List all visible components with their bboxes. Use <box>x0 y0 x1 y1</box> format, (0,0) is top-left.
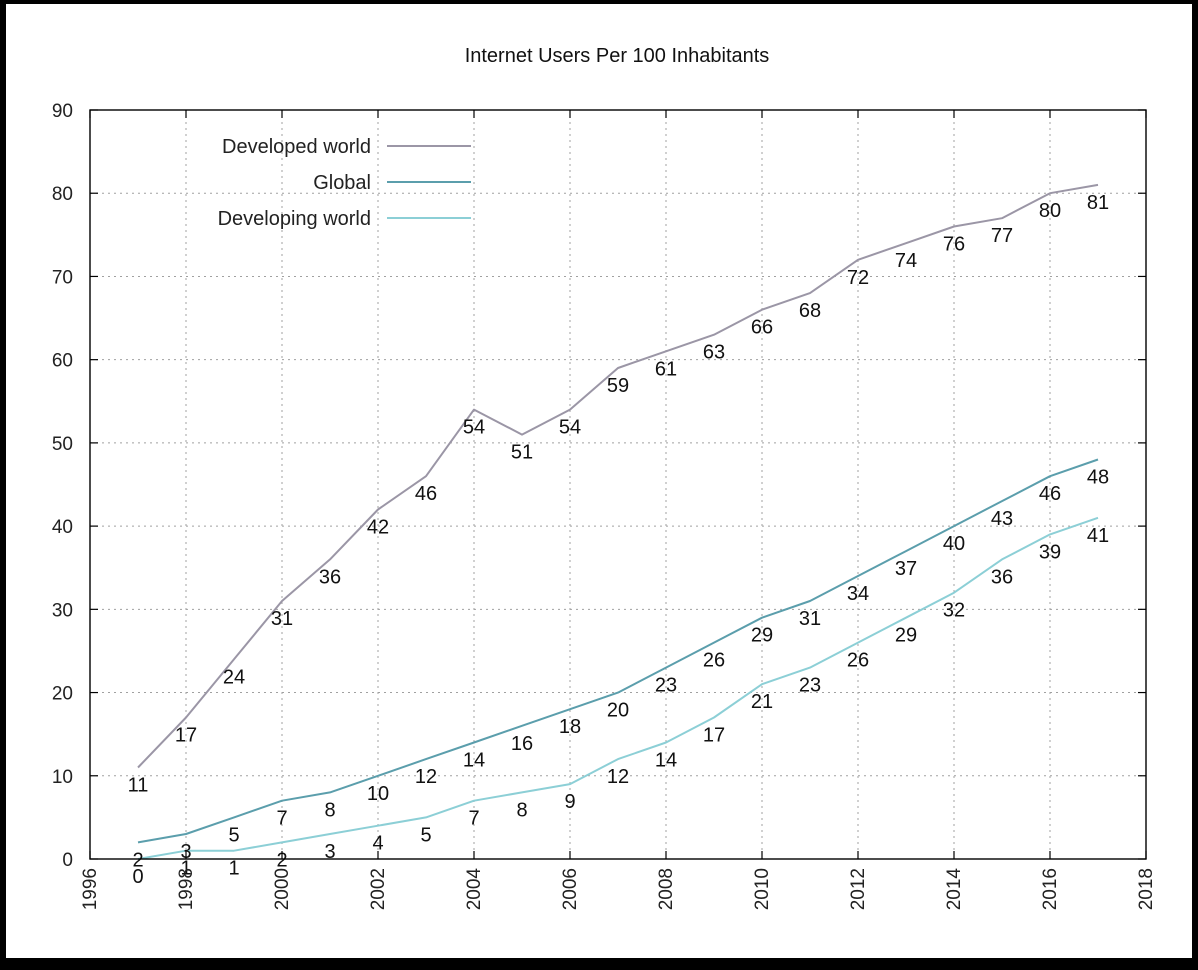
data-label: 81 <box>1087 192 1109 214</box>
series-lines <box>137 183 1099 860</box>
data-label: 54 <box>559 417 581 439</box>
data-label: 31 <box>271 608 293 630</box>
data-label: 24 <box>223 666 245 688</box>
x-tick-label: 2000 <box>272 868 293 910</box>
plot-area-border <box>89 109 1147 860</box>
data-label: 7 <box>276 808 287 830</box>
data-label: 17 <box>175 725 197 747</box>
data-label: 37 <box>895 558 917 580</box>
data-label: 48 <box>1087 467 1109 489</box>
data-label: 10 <box>367 783 389 805</box>
legend-label: Developing world <box>218 208 371 230</box>
x-tick-label: 1996 <box>80 868 101 910</box>
data-label: 77 <box>991 225 1013 247</box>
data-label: 2 <box>276 849 287 871</box>
data-label: 41 <box>1087 525 1109 547</box>
x-tick-label: 2002 <box>368 868 389 910</box>
data-label: 26 <box>847 650 869 672</box>
x-tick-label: 2016 <box>1040 868 1061 910</box>
series-line-2 <box>137 516 1099 860</box>
data-label: 3 <box>324 841 335 863</box>
axes: 1996 1998 2000 2002 2004 2006 2008 2010 2012 2014… <box>52 101 1157 910</box>
data-label: 80 <box>1039 200 1061 222</box>
y-tick-label: 50 <box>52 434 73 455</box>
y-tick-label: 90 <box>52 101 73 122</box>
y-tick-label: 80 <box>52 184 73 205</box>
data-label: 36 <box>319 566 341 588</box>
data-label: 18 <box>559 716 581 738</box>
data-label: 54 <box>463 417 485 439</box>
y-tick-label: 20 <box>52 684 73 705</box>
data-label: 16 <box>511 733 533 755</box>
data-label: 29 <box>895 625 917 647</box>
legend-label: Developed world <box>222 136 371 158</box>
data-label: 12 <box>607 766 629 788</box>
data-label: 1 <box>228 858 239 880</box>
data-label: 76 <box>943 234 965 256</box>
data-label: 14 <box>655 749 677 771</box>
data-label: 4 <box>372 833 383 855</box>
data-label: 7 <box>468 808 479 830</box>
series-line-0 <box>137 183 1099 769</box>
data-label: 66 <box>751 317 773 339</box>
chart-background <box>6 4 1192 958</box>
data-label: 46 <box>415 483 437 505</box>
data-label: 29 <box>751 625 773 647</box>
data-label: 43 <box>991 508 1013 530</box>
chart-title: Internet Users Per 100 Inhabitants <box>465 45 770 67</box>
data-label: 39 <box>1039 541 1061 563</box>
data-label: 2 <box>132 849 143 871</box>
y-tick-label: 70 <box>52 267 73 288</box>
data-label: 26 <box>703 650 725 672</box>
data-label: 46 <box>1039 483 1061 505</box>
data-label: 8 <box>516 799 527 821</box>
data-label: 11 <box>128 774 149 796</box>
data-label: 51 <box>511 442 533 464</box>
y-tick-label: 0 <box>62 850 73 871</box>
data-label: 12 <box>415 766 437 788</box>
y-tick-label: 30 <box>52 600 73 621</box>
data-label: 8 <box>324 799 335 821</box>
legend-label: Global <box>313 172 371 194</box>
data-label: 74 <box>895 250 917 272</box>
data-label: 36 <box>991 566 1013 588</box>
data-label: 23 <box>655 675 677 697</box>
data-label: 40 <box>943 533 965 555</box>
y-tick-label: 40 <box>52 517 73 538</box>
data-label: 21 <box>751 691 773 713</box>
legend: Developed world Global Developing world <box>218 136 471 230</box>
x-tick-label: 2014 <box>944 868 965 911</box>
data-label: 23 <box>799 675 821 697</box>
y-tick-label: 60 <box>52 351 73 372</box>
data-label: 31 <box>799 608 821 630</box>
data-label: 5 <box>420 824 431 846</box>
x-tick-label: 2018 <box>1136 868 1157 910</box>
data-label: 42 <box>367 516 389 538</box>
x-tick-label: 2012 <box>848 868 869 910</box>
x-tick-label: 2006 <box>560 868 581 910</box>
data-label: 61 <box>655 358 677 380</box>
x-tick-label: 2004 <box>464 868 485 911</box>
data-label: 0 <box>132 866 143 888</box>
y-tick-label: 10 <box>52 767 73 788</box>
data-label: 32 <box>943 600 965 622</box>
data-label: 1 <box>180 858 191 880</box>
x-tick-label: 1998 <box>176 868 197 910</box>
data-label: 72 <box>847 267 869 289</box>
data-label: 17 <box>703 725 725 747</box>
data-label: 9 <box>564 791 575 813</box>
data-label: 63 <box>703 342 725 364</box>
data-label: 59 <box>607 375 629 397</box>
data-label: 5 <box>228 824 239 846</box>
data-label: 14 <box>463 749 485 771</box>
data-label: 34 <box>847 583 869 605</box>
data-label: 20 <box>607 700 629 722</box>
series-line-1 <box>137 458 1099 844</box>
data-label: 68 <box>799 300 821 322</box>
x-tick-label: 2010 <box>752 868 773 910</box>
x-tick-label: 2008 <box>656 868 677 910</box>
